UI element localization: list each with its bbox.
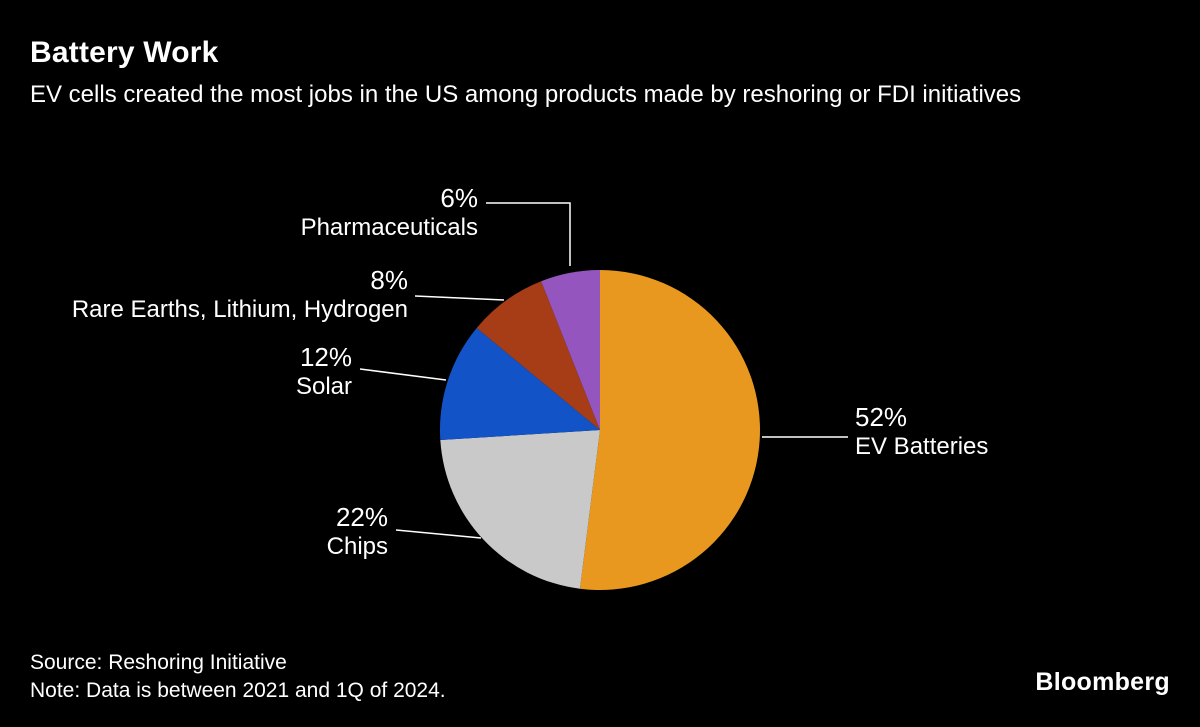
callout-rare-earths-label: Rare Earths, Lithium, Hydrogen <box>71 296 408 323</box>
callout-rare-earths-pct: 8% <box>370 265 408 295</box>
chart-subtitle: EV cells created the most jobs in the US… <box>30 81 1022 108</box>
pie-slice-solar <box>440 328 600 441</box>
callout-chips-label: Chips <box>326 533 388 560</box>
callout-pharmaceuticals-pct: 6% <box>440 183 478 213</box>
callout-chips-pct: 22% <box>335 502 388 532</box>
callout-rare-earths: 8% Rare Earths, Lithium, Hydrogen <box>48 264 408 324</box>
pie-slices <box>440 270 760 590</box>
leader-line-chips <box>395 529 482 539</box>
callout-ev-batteries-pct: 52% <box>855 402 908 432</box>
bloomberg-logo: Bloomberg <box>1035 668 1170 696</box>
callout-ev-batteries-label: EV Batteries <box>855 433 989 460</box>
pie-slice-pharmaceuticals <box>541 270 600 430</box>
leader-line-pharmaceuticals <box>486 202 571 266</box>
pie-slice-rare-earths-lithium-hydrogen <box>476 281 600 430</box>
callout-solar-pct: 12% <box>299 342 352 372</box>
leader-line-rare-earths <box>414 295 505 301</box>
callout-ev-batteries: 52% EV Batteries <box>855 401 1155 461</box>
callout-chips: 22% Chips <box>188 501 388 561</box>
pie-slice-chips <box>440 430 600 589</box>
callout-solar-label: Solar <box>295 373 352 400</box>
chart-title: Battery Work <box>30 36 219 69</box>
leader-line-solar <box>359 368 447 381</box>
note-line: Note: Data is between 2021 and 1Q of 202… <box>30 679 446 702</box>
pie-slice-ev-batteries <box>579 270 760 590</box>
callout-pharmaceuticals: 6% Pharmaceuticals <box>178 182 478 242</box>
source-line: Source: Reshoring Initiative <box>30 651 287 674</box>
source-note: Source: Reshoring Initiative Note: Data … <box>30 649 446 705</box>
callout-solar: 12% Solar <box>152 341 352 401</box>
callout-pharmaceuticals-label: Pharmaceuticals <box>300 214 478 241</box>
